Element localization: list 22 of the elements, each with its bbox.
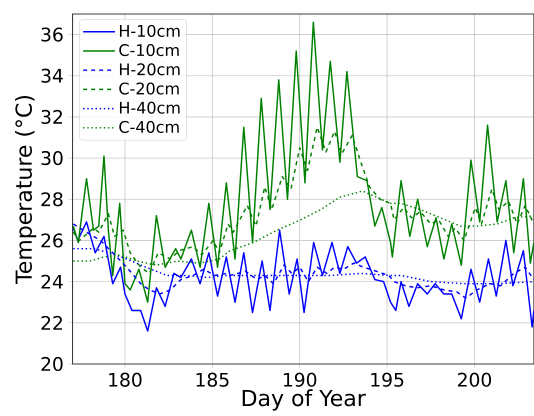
y-tick-label: 32: [42, 110, 62, 124]
y-tick-label: 24: [41, 274, 63, 289]
y-axis-title: Temperature (°C): [14, 96, 36, 284]
legend-label: C-10cm: [119, 44, 179, 56]
x-axis-title: Day of Year: [242, 389, 366, 411]
legend-label: H-40cm: [120, 102, 180, 114]
y-tick-label: 20: [41, 356, 63, 372]
x-tick-label: 195: [371, 372, 404, 387]
x-tick-label: 185: [196, 372, 229, 387]
y-tick-label: 26: [41, 233, 63, 248]
x-tick-label: 190: [284, 372, 316, 387]
legend-label: C-40cm: [119, 120, 179, 133]
legend-label: C-20cm: [119, 82, 179, 95]
y-tick-label: 36: [42, 28, 63, 42]
x-tick-label: 180: [109, 372, 142, 387]
x-tick-label: 200: [458, 372, 492, 387]
legend-label: H-10cm: [120, 24, 180, 37]
y-tick-label: 30: [42, 151, 63, 166]
y-tick-label: 28: [41, 192, 63, 206]
y-tick-label: 22: [41, 316, 62, 330]
legend-label: H-20cm: [120, 63, 180, 76]
y-tick-label: 34: [42, 68, 63, 83]
